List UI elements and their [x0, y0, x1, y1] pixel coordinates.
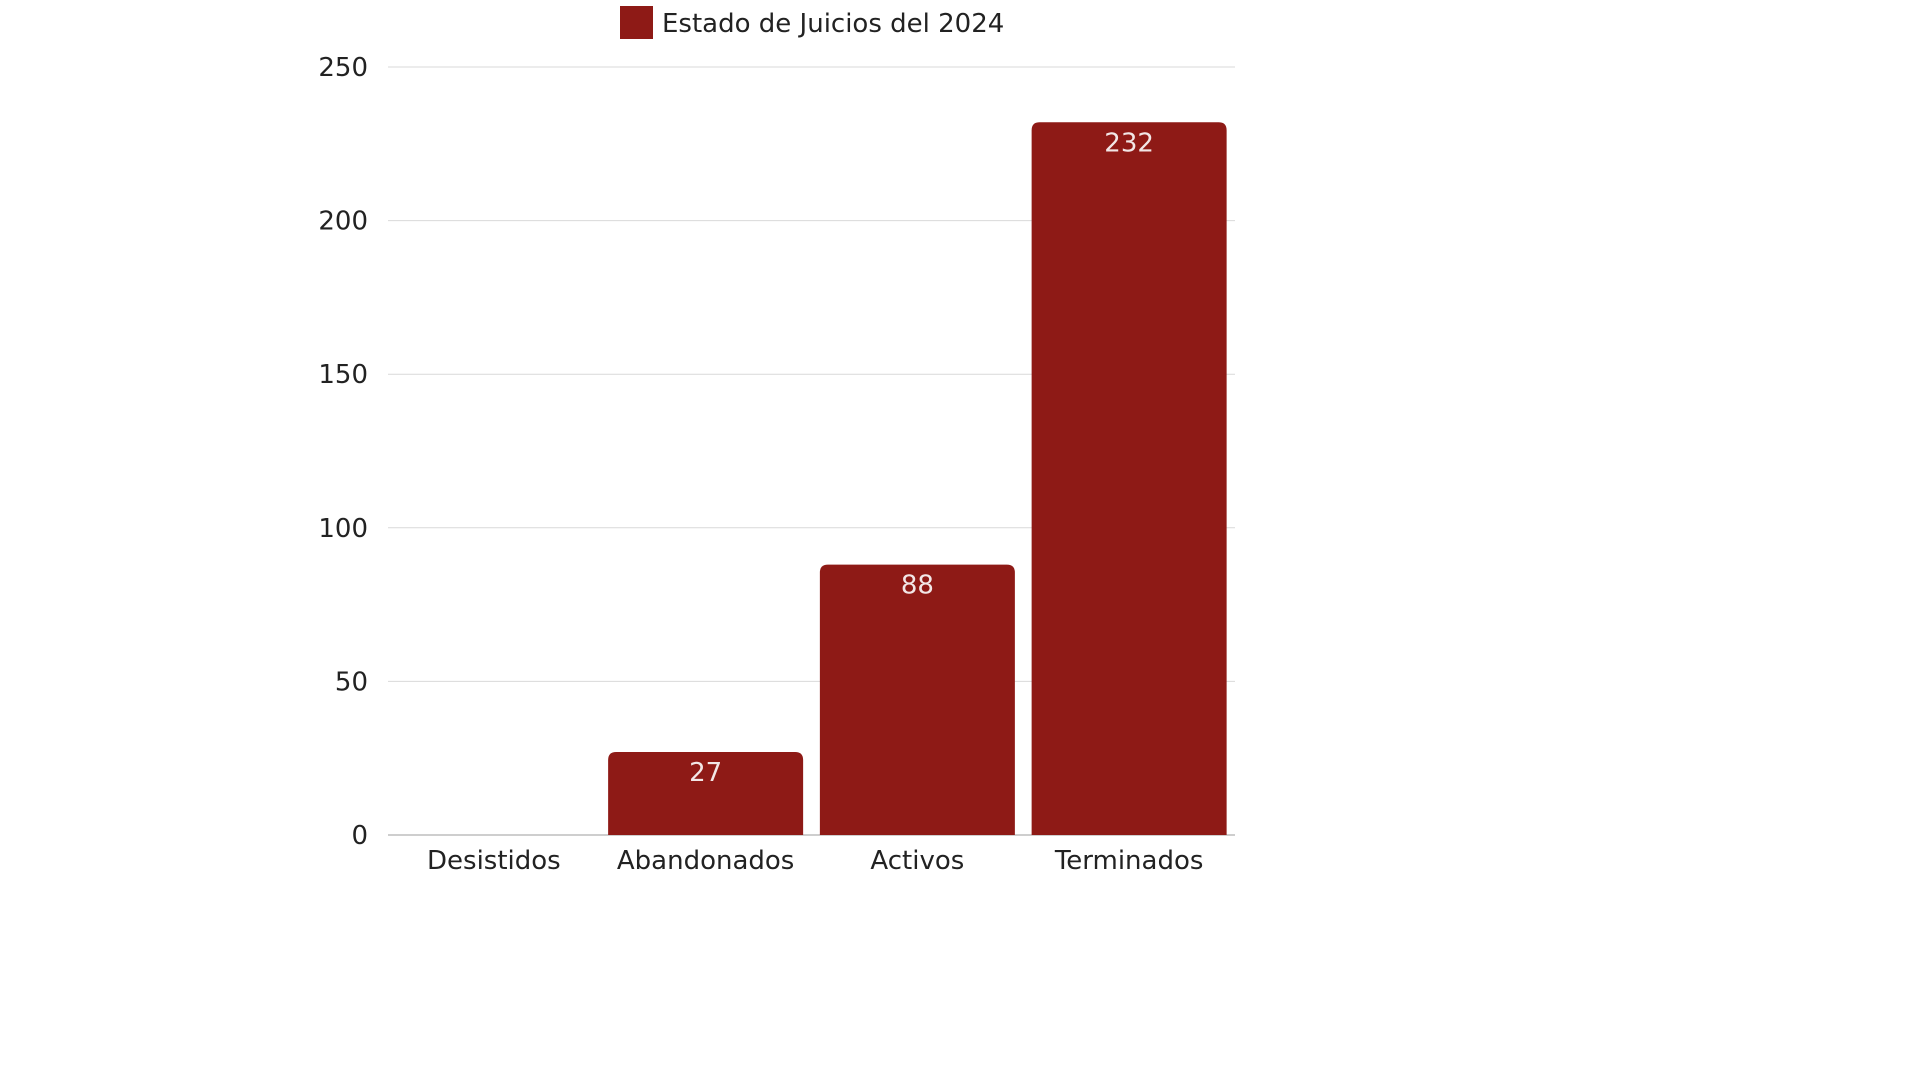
legend: Estado de Juicios del 2024 — [620, 6, 1004, 39]
x-tick-label-activos: Activos — [870, 846, 964, 876]
data-label-abandonados: 27 — [689, 758, 722, 788]
y-tick-label: 50 — [335, 667, 368, 697]
bars — [608, 122, 1227, 835]
y-tick-label: 100 — [318, 514, 368, 544]
chart-canvas: 0 50 100 150 200 250 27 88 232 Desistidos Abando… — [318, 6, 1235, 876]
x-tick-label-desistidos: Desistidos — [427, 846, 561, 876]
bar-abandonados — [608, 752, 804, 835]
data-label-activos: 88 — [901, 571, 934, 601]
y-tick-label: 150 — [318, 360, 368, 390]
legend-swatch — [620, 6, 653, 39]
x-tick-label-abandonados: Abandonados — [617, 846, 794, 876]
legend-label: Estado de Juicios del 2024 — [662, 9, 1004, 39]
data-labels: 27 88 232 — [689, 128, 1154, 788]
bar-terminados — [1031, 122, 1227, 835]
data-label-terminados: 232 — [1104, 128, 1154, 158]
x-axis-labels: Desistidos Abandonados Activos Terminados — [427, 846, 1203, 876]
y-tick-label: 200 — [318, 207, 368, 237]
x-tick-label-terminados: Terminados — [1054, 846, 1204, 876]
y-axis-ticks: 0 50 100 150 200 250 — [318, 53, 368, 851]
y-tick-label: 0 — [351, 821, 368, 851]
y-tick-label: 250 — [318, 53, 368, 83]
bar-chart: 0 50 100 150 200 250 27 88 232 Desistidos Abando… — [318, 6, 1235, 876]
bar-activos — [819, 564, 1015, 835]
